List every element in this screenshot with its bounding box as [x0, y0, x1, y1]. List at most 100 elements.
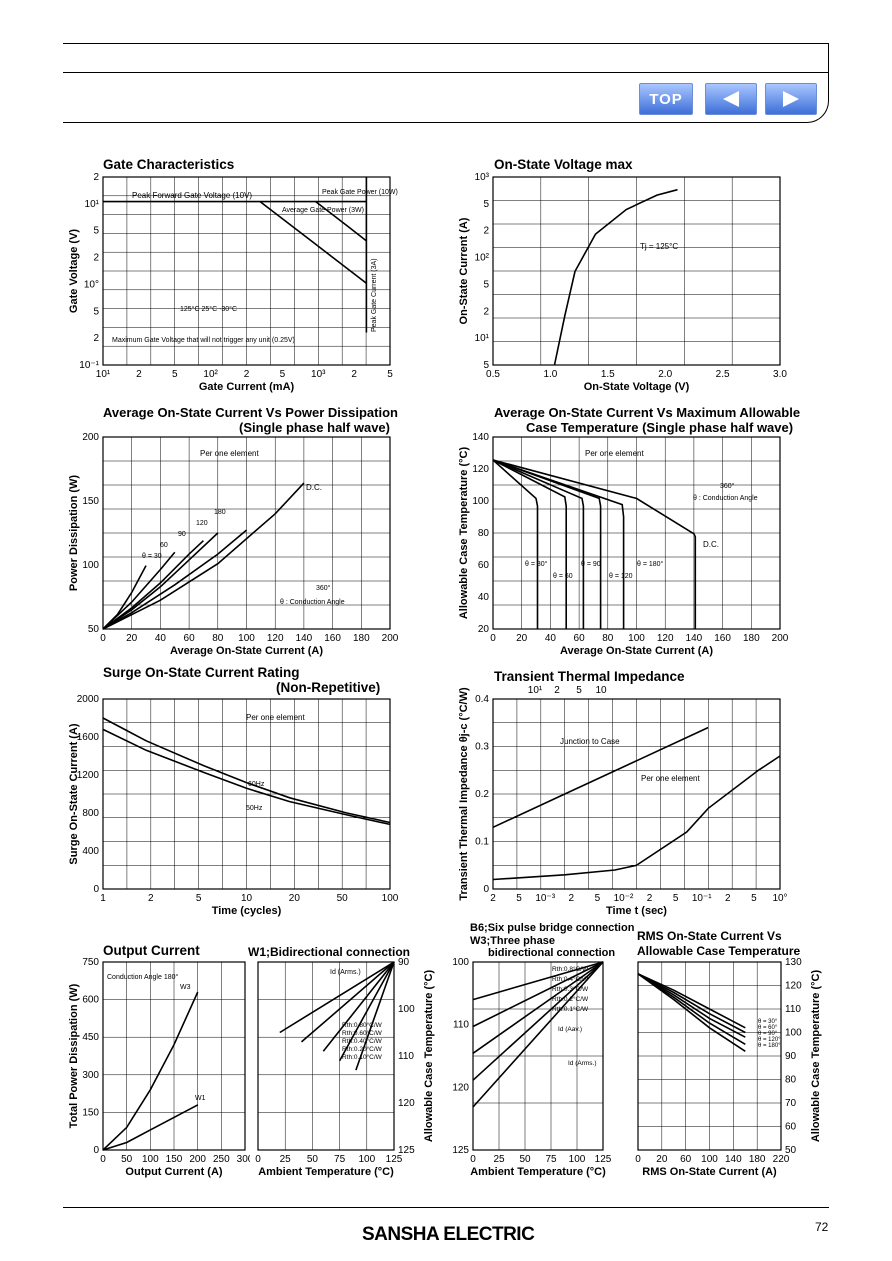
w3-label: W3 [180, 984, 191, 991]
y-tick-label: 300 [82, 1070, 99, 1081]
x-tick-label: 10³ [311, 369, 326, 380]
y-tick-label: 2 [483, 226, 489, 237]
series-line [102, 717, 391, 824]
series-line [492, 459, 539, 629]
x-tick-label: 5 [595, 893, 601, 904]
y-tick-label: 80 [785, 1075, 797, 1086]
series-line [637, 973, 746, 1045]
x-tick-label: 180 [353, 633, 370, 644]
x-top-tick-label: 10 [595, 685, 607, 696]
y-tick-label: 50 [785, 1145, 797, 1156]
y-tick-label: 0.1 [475, 837, 489, 848]
w1-label: W1 [195, 1095, 206, 1102]
series-line [637, 973, 746, 1029]
case-subtitle: Case Temperature (Single phase half wave… [526, 420, 794, 435]
footer-brand: SANSHA ELECTRIC [362, 1224, 535, 1245]
y-tick-label: 125 [452, 1145, 469, 1156]
x-tick-label: 150 [166, 1154, 183, 1165]
rth-label: Rth:0.1°C/W [552, 1005, 589, 1013]
rth-label: Rth:0.80°C/W [342, 1021, 383, 1029]
x-tick-label: 50 [519, 1154, 531, 1165]
y-tick-label: 0.2 [475, 789, 489, 800]
series-line [102, 565, 147, 630]
output-current-chart: 0 50 100 150 200 250 300 750 600 450 300 150 0 Output… [68, 957, 250, 1178]
y-tick-label: 200 [82, 432, 99, 443]
y-tick-label: 110 [785, 1004, 801, 1015]
y-tick-label: 130 [785, 957, 802, 968]
x-tick-label: 2 [490, 893, 496, 904]
x-tick-label: 0 [635, 1154, 641, 1165]
x-tick-label: 75 [334, 1154, 346, 1165]
x-tick-label: 1.5 [601, 369, 615, 380]
output-subtitle: W1;Bidirectional connection [248, 945, 411, 959]
right-arrow-icon [783, 91, 799, 107]
prev-button[interactable] [705, 83, 757, 115]
y-tick-label: 100 [472, 496, 489, 507]
y-tick-label: 1600 [77, 732, 100, 743]
y-tick-label: 0 [93, 884, 99, 895]
next-button[interactable] [765, 83, 817, 115]
y-tick-label: 2 [93, 172, 99, 183]
theta-label: θ = 90 [581, 561, 601, 568]
y-tick-label: 120 [472, 464, 489, 475]
conduction-angle-label: θ : Conduction Angle [693, 495, 758, 502]
x-tick-label: 100 [628, 633, 645, 644]
y-tick-label: 1200 [77, 770, 100, 781]
temp-label: 125°C 25°C -30°C [180, 305, 237, 313]
footer-rule [63, 1207, 829, 1208]
x-axis-label: Time t (sec) [606, 905, 667, 917]
y-tick-label: 140 [472, 432, 489, 443]
x-axis-label: RMS On-State Current (A) [642, 1166, 777, 1178]
x-tick-label: 125 [386, 1154, 403, 1165]
conduction-angle-label: θ : Conduction Angle [280, 599, 345, 606]
x-tick-label: 0 [470, 1154, 476, 1165]
x-tick-label: 20 [516, 633, 528, 644]
x-axis-label: Ambient Temperature (°C) [470, 1166, 606, 1178]
x-tick-label: 20 [126, 633, 138, 644]
y-tick-label: 5 [483, 199, 489, 210]
x-tick-label: 180 [749, 1154, 766, 1165]
rth-label: Rth:0.20°C/W [342, 1045, 383, 1053]
x-tick-label: 40 [545, 633, 557, 644]
y-axis-label: Allowable Case Temperature (°C) [810, 970, 822, 1143]
series-line [102, 991, 199, 1151]
y-axis-label: Allowable Case Temperature (°C) [458, 447, 470, 620]
top-button[interactable]: TOP [639, 83, 693, 115]
x-tick-label: 50 [337, 893, 349, 904]
y-tick-label: 70 [785, 1098, 797, 1109]
y-tick-label: 10¹ [475, 333, 490, 344]
case-temperature-chart: 0 20 40 60 80 100 120 140 160 180 2001401201008060… [458, 432, 789, 657]
theta-label: 120 [196, 520, 208, 527]
x-tick-label: 160 [324, 633, 341, 644]
x-tick-label: 10⁻³ [535, 893, 555, 904]
x-axis-label: On-State Voltage (V) [584, 381, 690, 393]
x-tick-label: 100 [142, 1154, 159, 1165]
x-tick-label: 2 [725, 893, 731, 904]
x-tick-label: 140 [725, 1154, 742, 1165]
series-line [300, 961, 395, 1043]
x-tick-label: 1 [100, 893, 106, 904]
theta-label: θ = 30 [142, 553, 162, 560]
x-tick-label: 120 [267, 633, 284, 644]
series-line [102, 482, 305, 630]
x-tick-label: 125 [595, 1154, 612, 1165]
top-button-label: TOP [649, 90, 683, 108]
header-rule-mid [63, 72, 829, 73]
x-tick-label: 10⁻¹ [692, 893, 712, 904]
y-axis-label: Power Dissipation (W) [68, 475, 80, 591]
thermal-title: Transient Thermal Impedance [494, 669, 685, 684]
x-tick-label: 2 [244, 369, 250, 380]
50hz-label: 50Hz [246, 805, 263, 812]
series-line [472, 961, 604, 1108]
theta-label: θ = 60 [553, 573, 573, 580]
x-tick-label: 50 [121, 1154, 133, 1165]
x-tick-label: 1.0 [543, 369, 557, 380]
gate-characteristics-chart: 10¹ 2 5 10² 2 5 10³ 2 5 2 10¹ 5 2 10° 5 2 10⁻¹ Gate Curre… [68, 172, 398, 393]
y-tick-label: 80 [478, 528, 490, 539]
series-line [315, 200, 367, 242]
theta-label: θ = 30° [758, 1019, 778, 1025]
x-tick-label: 10¹ [96, 369, 111, 380]
y-axis-label: On-State Current (A) [458, 217, 470, 324]
y-tick-label: 10⁻¹ [79, 360, 99, 371]
left-arrow-icon [723, 91, 739, 107]
